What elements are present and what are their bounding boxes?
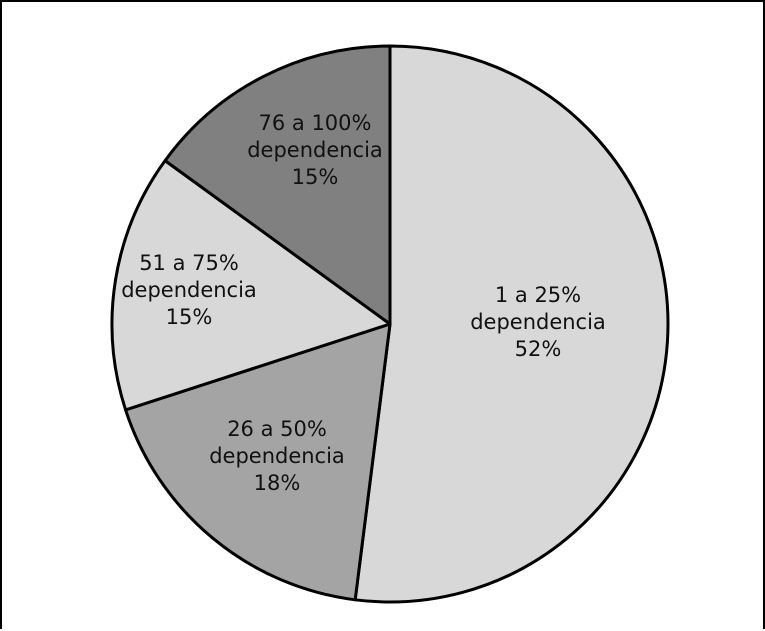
pie-slice-label-4: 76 a 100% dependencia 15% xyxy=(247,111,383,189)
pie-slice-label-line-2: dependencia xyxy=(209,444,345,468)
pie-slice-label-line-2: dependencia xyxy=(121,278,257,302)
pie-slice-label-2: 26 a 50% dependencia 18% xyxy=(209,417,345,495)
pie-slice-1 xyxy=(353,44,670,604)
pie-slice-label-line-3: 15% xyxy=(166,305,213,329)
pie-slice-3 xyxy=(110,159,392,412)
pie-labels: 1 a 25% dependencia 52% 26 a 50% dependencia… xyxy=(121,111,606,495)
pie-slices xyxy=(110,44,670,604)
pie-slice-label-1: 1 a 25% dependencia 52% xyxy=(470,283,606,361)
pie-slice-label-line-1: 26 a 50% xyxy=(227,417,327,441)
pie-slice-4 xyxy=(163,44,392,326)
pie-slice-label-line-3: 15% xyxy=(292,165,339,189)
pie-slice-label-line-1: 1 a 25% xyxy=(495,283,581,307)
pie-slice-label-line-2: dependencia xyxy=(470,310,606,334)
pie-slice-label-line-3: 52% xyxy=(515,337,562,361)
pie-slice-label-line-1: 76 a 100% xyxy=(259,111,372,135)
pie-slice-label-line-3: 18% xyxy=(254,471,301,495)
pie-slice-label-line-2: dependencia xyxy=(247,138,383,162)
pie-slice-2 xyxy=(124,322,392,602)
pie-slice-label-3: 51 a 75% dependencia 15% xyxy=(121,251,257,329)
pie-slice-label-line-1: 51 a 75% xyxy=(139,251,239,275)
